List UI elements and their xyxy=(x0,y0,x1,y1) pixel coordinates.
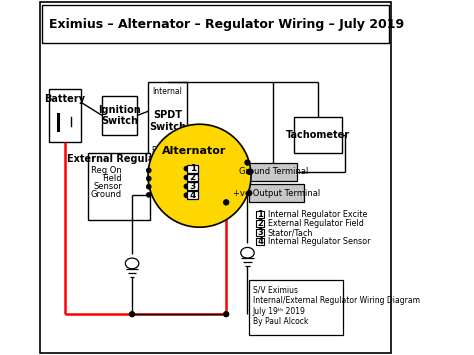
Circle shape xyxy=(146,193,151,197)
Circle shape xyxy=(184,184,189,189)
FancyBboxPatch shape xyxy=(187,174,199,181)
FancyBboxPatch shape xyxy=(249,163,297,181)
Text: Ground Terminal: Ground Terminal xyxy=(238,167,308,176)
Text: Reg On: Reg On xyxy=(91,166,122,175)
Text: 4: 4 xyxy=(257,237,263,246)
Circle shape xyxy=(224,200,228,205)
FancyBboxPatch shape xyxy=(187,191,199,199)
Text: Sensor: Sensor xyxy=(93,182,122,191)
Text: Internal: Internal xyxy=(153,87,182,95)
Circle shape xyxy=(129,312,135,317)
Text: Alternator: Alternator xyxy=(162,146,227,156)
FancyBboxPatch shape xyxy=(148,82,187,160)
Circle shape xyxy=(146,168,151,173)
Text: 3: 3 xyxy=(257,228,263,237)
FancyBboxPatch shape xyxy=(88,153,150,220)
FancyBboxPatch shape xyxy=(40,2,391,353)
Circle shape xyxy=(247,169,252,174)
Circle shape xyxy=(247,191,252,196)
Circle shape xyxy=(146,185,151,189)
FancyBboxPatch shape xyxy=(256,220,264,227)
Text: 2: 2 xyxy=(190,173,196,182)
Text: 3: 3 xyxy=(190,182,196,191)
Text: 1: 1 xyxy=(190,164,196,173)
Circle shape xyxy=(248,169,253,174)
Text: Internal Regulator Excite: Internal Regulator Excite xyxy=(268,210,367,219)
FancyBboxPatch shape xyxy=(256,229,264,236)
Circle shape xyxy=(146,176,151,181)
Text: External Regulator: External Regulator xyxy=(67,154,171,164)
Circle shape xyxy=(224,312,228,317)
FancyBboxPatch shape xyxy=(187,165,199,173)
FancyBboxPatch shape xyxy=(256,238,264,245)
Text: SPDT
Switch: SPDT Switch xyxy=(149,110,186,131)
Text: Tachometer: Tachometer xyxy=(285,130,350,140)
Text: Field: Field xyxy=(102,174,122,183)
FancyBboxPatch shape xyxy=(249,184,304,202)
Text: 2: 2 xyxy=(257,219,263,228)
Text: 1: 1 xyxy=(257,210,263,219)
FancyBboxPatch shape xyxy=(49,89,81,142)
Text: External: External xyxy=(152,146,183,155)
Circle shape xyxy=(184,175,189,180)
Circle shape xyxy=(184,166,189,171)
Text: Stator/Tach: Stator/Tach xyxy=(268,228,313,237)
FancyBboxPatch shape xyxy=(256,211,264,218)
FancyBboxPatch shape xyxy=(187,182,199,190)
Circle shape xyxy=(245,160,250,165)
FancyBboxPatch shape xyxy=(42,5,390,43)
Text: Eximius – Alternator – Regulator Wiring – July 2019: Eximius – Alternator – Regulator Wiring … xyxy=(49,18,404,31)
Circle shape xyxy=(148,124,251,227)
Text: S/V Eximius
Internal/External Regulator Wiring Diagram
July 19ᵗʰ 2019
By Paul Al: S/V Eximius Internal/External Regulator … xyxy=(253,286,420,326)
Text: Internal Regulator Sensor: Internal Regulator Sensor xyxy=(268,237,370,246)
Text: +ve Output Terminal: +ve Output Terminal xyxy=(233,189,320,198)
Circle shape xyxy=(184,193,189,197)
FancyBboxPatch shape xyxy=(293,117,342,153)
Text: External Regulator Field: External Regulator Field xyxy=(268,219,364,228)
Text: Ignition
Switch: Ignition Switch xyxy=(98,105,141,126)
Text: Battery: Battery xyxy=(44,94,85,104)
Text: Ground: Ground xyxy=(91,190,122,200)
Text: 4: 4 xyxy=(190,191,196,200)
FancyBboxPatch shape xyxy=(249,280,343,335)
FancyBboxPatch shape xyxy=(102,96,137,135)
